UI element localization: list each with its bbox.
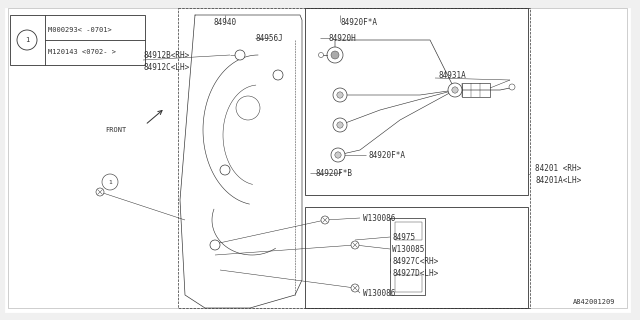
- Text: 84920F*A: 84920F*A: [340, 18, 377, 27]
- Circle shape: [333, 88, 347, 102]
- Circle shape: [327, 47, 343, 63]
- Circle shape: [351, 241, 359, 249]
- Circle shape: [448, 83, 462, 97]
- Text: 84201A<LH>: 84201A<LH>: [535, 175, 581, 185]
- Text: W130086: W130086: [363, 213, 396, 222]
- Bar: [305, 207, 528, 308]
- Text: 84920H: 84920H: [328, 34, 356, 43]
- Bar: [395, 275, 422, 292]
- Text: 84920F*B: 84920F*B: [315, 169, 352, 178]
- Text: 84927C<RH>: 84927C<RH>: [392, 257, 438, 266]
- Bar: [10, 15, 145, 65]
- Text: 84956J: 84956J: [255, 34, 283, 43]
- Text: 84940: 84940: [213, 18, 237, 27]
- Circle shape: [273, 70, 283, 80]
- Text: 84931A: 84931A: [438, 70, 466, 79]
- Text: W130086: W130086: [363, 289, 396, 298]
- Circle shape: [509, 84, 515, 90]
- Text: W130085: W130085: [392, 244, 424, 253]
- Text: A842001209: A842001209: [573, 299, 615, 305]
- Circle shape: [452, 87, 458, 93]
- Circle shape: [335, 152, 341, 158]
- Text: M120143 <0702- >: M120143 <0702- >: [48, 49, 116, 55]
- Circle shape: [319, 52, 323, 58]
- Text: 1: 1: [25, 37, 29, 43]
- Circle shape: [321, 216, 329, 224]
- Text: 84912B<RH>: 84912B<RH>: [143, 51, 189, 60]
- Bar: [305, 8, 528, 195]
- Circle shape: [331, 148, 345, 162]
- Circle shape: [96, 188, 104, 196]
- Circle shape: [210, 240, 220, 250]
- Circle shape: [333, 118, 347, 132]
- Text: 1: 1: [108, 180, 112, 185]
- Circle shape: [337, 92, 343, 98]
- Text: 84201 <RH>: 84201 <RH>: [535, 164, 581, 172]
- Text: 84912C<LH>: 84912C<LH>: [143, 62, 189, 71]
- Circle shape: [351, 284, 359, 292]
- Circle shape: [220, 165, 230, 175]
- Text: 84920F*A: 84920F*A: [368, 150, 405, 159]
- Text: FRONT: FRONT: [105, 127, 126, 133]
- Circle shape: [235, 50, 245, 60]
- Text: 84975: 84975: [392, 233, 415, 242]
- Text: M000293< -0701>: M000293< -0701>: [48, 27, 112, 33]
- Bar: [462, 83, 490, 97]
- Bar: [395, 222, 422, 240]
- Text: 84927D<LH>: 84927D<LH>: [392, 268, 438, 277]
- Circle shape: [337, 122, 343, 128]
- Circle shape: [331, 51, 339, 59]
- Bar: [178, 8, 530, 308]
